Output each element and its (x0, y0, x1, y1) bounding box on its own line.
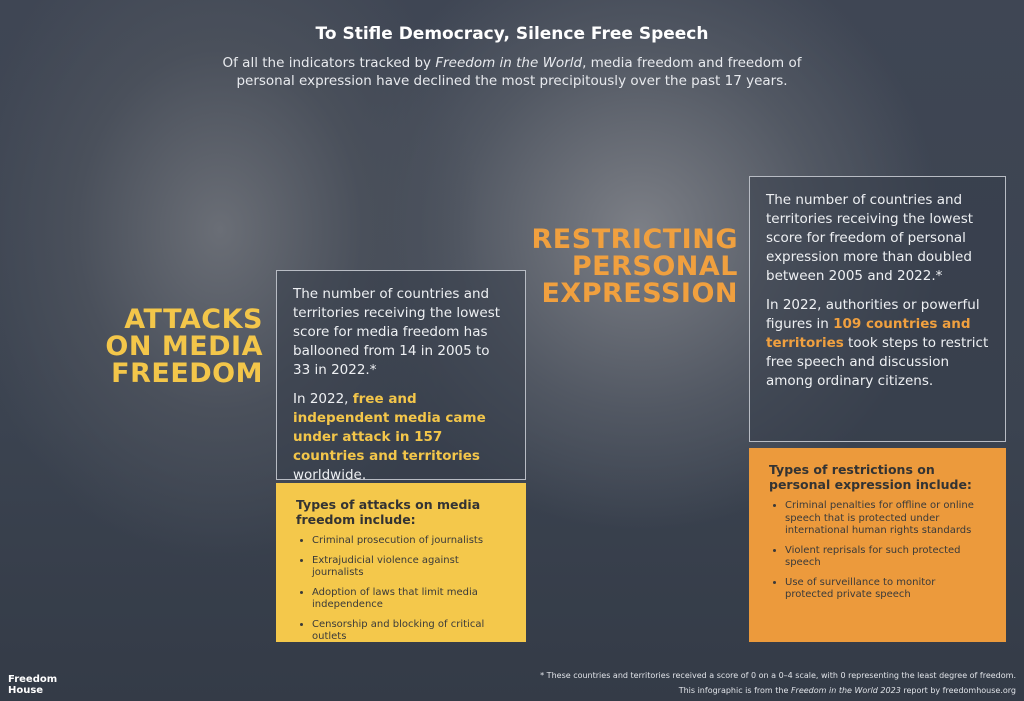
heading-line: FREEDOM (111, 358, 263, 389)
list-item: Extrajudicial violence against journalis… (312, 555, 506, 580)
text: This infographic is from the (678, 686, 791, 695)
media-heading: ATTACKS ON MEDIA FREEDOM (60, 306, 263, 387)
paragraph: The number of countries and territories … (766, 192, 974, 284)
highlight: 109 countries and territories (766, 316, 971, 351)
heading-line: ATTACKS (124, 304, 263, 335)
heading-line: ON MEDIA (105, 331, 263, 362)
logo-line: Freedom (8, 674, 58, 685)
paragraph: In 2022, authorities or powerful figures… (766, 296, 989, 391)
expression-list-box: Types of restrictions on personal expres… (749, 448, 1006, 642)
subtitle: Of all the indicators tracked by Freedom… (222, 54, 802, 90)
highlight: free and independent media came under at… (293, 391, 486, 464)
list-item: Criminal penalties for offline or online… (785, 500, 986, 538)
list-item: Adoption of laws that limit media indepe… (312, 587, 506, 612)
heading-line: RESTRICTING (531, 224, 738, 255)
footnote: * These countries and territories receiv… (540, 671, 1016, 680)
list-item: Censorship and blocking of critical outl… (312, 619, 506, 644)
text: took steps to restrict free speech and d… (766, 335, 989, 389)
list-item: Use of surveillance to monitor protected… (785, 577, 986, 602)
subtitle-italic: Freedom in the World (435, 55, 583, 71)
list-item: Violent reprisals for such protected spe… (785, 545, 986, 570)
media-box: The number of countries and territories … (276, 270, 526, 483)
text: In 2022, (293, 391, 353, 407)
heading-line: EXPRESSION (541, 278, 738, 309)
paragraph: The number of countries and territories … (293, 286, 501, 378)
text: worldwide. (293, 467, 367, 483)
text: report by freedomhouse.org (900, 686, 1016, 695)
source: This infographic is from the Freedom in … (679, 686, 1016, 695)
title: To Stifle Democracy, Silence Free Speech (315, 24, 709, 44)
list-title: Types of attacks on media freedom includ… (296, 497, 481, 527)
list-title: Types of restrictions on personal expres… (769, 462, 972, 492)
list: Criminal prosecution of journalists Extr… (296, 535, 506, 644)
paragraph: In 2022, free and independent media came… (293, 390, 509, 485)
italic: Freedom in the World 2023 (790, 686, 901, 695)
subtitle-text: Of all the indicators tracked by (222, 55, 436, 71)
media-list-box: Types of attacks on media freedom includ… (276, 483, 526, 642)
text: In 2022, authorities or powerful figures… (766, 297, 980, 332)
heading-line: PERSONAL (571, 251, 738, 282)
expression-box: The number of countries and territories … (749, 176, 1006, 442)
logo-line: House (8, 685, 44, 696)
logo: Freedom House (8, 674, 57, 696)
list: Criminal penalties for offline or online… (769, 500, 986, 602)
subtitle-text: , media freedom and freedom of personal … (236, 55, 802, 89)
list-item: Criminal prosecution of journalists (312, 535, 506, 548)
expression-heading: RESTRICTING PERSONAL EXPRESSION (480, 226, 738, 307)
